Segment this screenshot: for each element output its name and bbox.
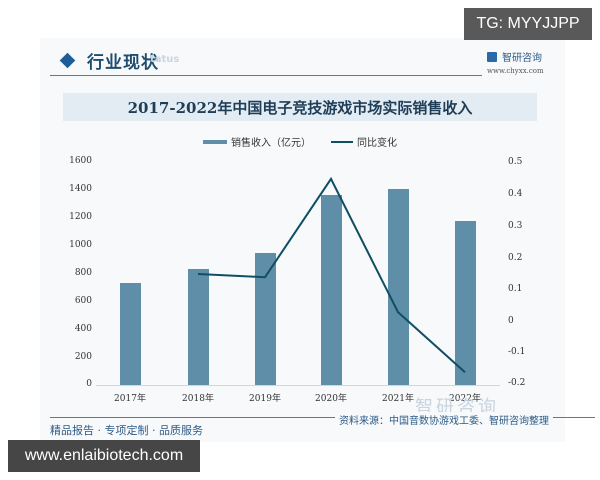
brand-name: 智研咨询 — [502, 53, 542, 64]
section-header: 行业现状 — [58, 46, 159, 74]
bar — [320, 194, 342, 385]
y-tick: 1400 — [69, 184, 92, 194]
x-tick: 2022年 — [449, 394, 481, 404]
section-title: 行业现状 — [87, 52, 159, 73]
brand-logo-icon — [487, 51, 497, 62]
url-overlay-label: www.enlaibiotech.com — [8, 440, 200, 472]
footer-divider — [50, 417, 595, 418]
y2-tick: 0 — [508, 316, 514, 326]
brand-url: www.chyxx.com — [487, 67, 544, 75]
line-swatch-icon — [331, 140, 353, 143]
x-tick: 2017年 — [114, 394, 146, 404]
y-tick: 1000 — [69, 240, 92, 250]
x-tick: 2018年 — [182, 394, 214, 404]
y-tick: 1200 — [69, 212, 92, 222]
footer-tagline: 精品报告 · 专项定制 · 品质服务 — [50, 424, 203, 437]
section-subtitle: tatus — [150, 54, 180, 65]
y-tick: 600 — [74, 296, 92, 306]
legend-item-revenue: 销售收入（亿元） — [203, 134, 311, 149]
y2-tick: 0.4 — [508, 189, 523, 199]
x-tick: 2021年 — [382, 394, 414, 404]
chart-legend: 销售收入（亿元） 同比变化 — [0, 134, 600, 149]
header-divider — [50, 75, 482, 76]
bar — [119, 283, 141, 385]
y2-tick: 0.1 — [508, 284, 523, 294]
tg-overlay-label: TG: MYYJJPP — [464, 8, 592, 40]
legend-label: 同比变化 — [357, 138, 397, 149]
y-tick: 200 — [74, 352, 92, 362]
y-tick: 1600 — [69, 156, 92, 166]
bar-swatch-icon — [203, 139, 227, 144]
legend-item-yoy: 同比变化 — [331, 134, 397, 149]
x-tick: 2019年 — [249, 394, 281, 404]
brand-block: 智研咨询 www.chyxx.com — [487, 49, 544, 75]
x-tick: 2020年 — [315, 394, 347, 404]
data-source: 资料来源：中国音数协游戏工委、智研咨询整理 — [335, 412, 553, 427]
x-axis-line — [96, 385, 500, 386]
y-tick: 0 — [86, 379, 92, 389]
bar — [254, 253, 276, 385]
bar — [454, 220, 476, 385]
legend-label: 销售收入（亿元） — [231, 138, 311, 149]
chart-title: 2017-2022年中国电子竞技游戏市场实际销售收入 — [127, 98, 473, 117]
y2-tick: -0.2 — [508, 378, 526, 388]
y-tick: 800 — [74, 268, 92, 278]
y2-tick: 0.3 — [508, 221, 523, 231]
bar — [387, 189, 409, 385]
bar — [187, 268, 209, 385]
y2-tick: 0.5 — [508, 157, 523, 167]
y2-tick: -0.1 — [508, 347, 526, 357]
y2-tick: 0.2 — [508, 253, 523, 263]
chart-title-band: 2017-2022年中国电子竞技游戏市场实际销售收入 — [63, 93, 537, 121]
y-tick: 400 — [74, 324, 92, 334]
